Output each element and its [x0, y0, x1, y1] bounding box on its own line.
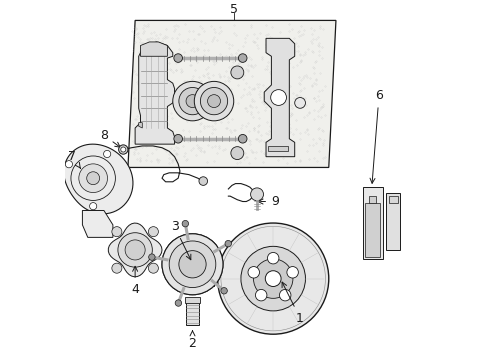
Bar [185, 300, 199, 325]
Polygon shape [82, 211, 113, 237]
Polygon shape [135, 42, 174, 144]
Circle shape [112, 227, 122, 237]
Circle shape [267, 252, 278, 264]
Circle shape [148, 263, 158, 273]
Circle shape [185, 95, 199, 108]
Circle shape [224, 240, 231, 247]
Circle shape [238, 54, 246, 62]
Polygon shape [64, 144, 133, 214]
Text: 9: 9 [258, 195, 278, 208]
Text: 4: 4 [131, 266, 139, 296]
Polygon shape [362, 187, 382, 259]
Circle shape [103, 150, 110, 158]
Circle shape [65, 161, 72, 168]
Circle shape [121, 147, 125, 152]
Polygon shape [386, 193, 400, 250]
Circle shape [148, 254, 155, 260]
Circle shape [230, 66, 244, 79]
Polygon shape [171, 243, 214, 286]
Circle shape [294, 98, 305, 108]
Circle shape [162, 234, 223, 295]
Circle shape [86, 172, 100, 185]
Circle shape [217, 223, 328, 334]
Circle shape [125, 240, 145, 260]
Circle shape [200, 87, 227, 115]
Polygon shape [267, 146, 287, 151]
Polygon shape [388, 196, 397, 203]
Circle shape [89, 203, 97, 210]
Circle shape [79, 164, 107, 193]
Text: 3: 3 [170, 220, 190, 260]
Polygon shape [140, 42, 167, 56]
Circle shape [148, 227, 158, 237]
Circle shape [174, 134, 182, 143]
Circle shape [250, 188, 263, 201]
Text: 1: 1 [282, 282, 304, 325]
Circle shape [175, 300, 181, 306]
Circle shape [179, 251, 206, 278]
Circle shape [255, 289, 266, 301]
Polygon shape [264, 39, 294, 157]
Circle shape [230, 147, 244, 159]
Polygon shape [184, 297, 200, 303]
Circle shape [194, 81, 233, 121]
Polygon shape [368, 196, 375, 203]
Text: 2: 2 [188, 331, 196, 350]
Circle shape [207, 95, 220, 108]
Circle shape [182, 220, 188, 227]
Circle shape [247, 266, 259, 278]
Text: 6: 6 [369, 89, 382, 183]
Circle shape [112, 263, 122, 273]
Circle shape [174, 54, 182, 62]
Circle shape [119, 145, 128, 154]
Polygon shape [139, 123, 142, 128]
Polygon shape [364, 203, 380, 257]
Circle shape [162, 234, 223, 295]
Circle shape [238, 134, 246, 143]
Circle shape [286, 266, 298, 278]
Text: 5: 5 [229, 3, 237, 16]
Text: 7: 7 [68, 150, 81, 168]
Circle shape [221, 288, 227, 294]
Circle shape [169, 241, 215, 288]
Circle shape [253, 259, 292, 298]
Circle shape [265, 271, 281, 287]
Circle shape [185, 258, 199, 271]
Polygon shape [108, 223, 162, 277]
Circle shape [179, 251, 206, 278]
Circle shape [169, 241, 215, 288]
Circle shape [199, 177, 207, 185]
Circle shape [172, 81, 212, 121]
Text: 8: 8 [100, 129, 120, 147]
Circle shape [241, 246, 305, 311]
Polygon shape [128, 21, 335, 167]
Circle shape [179, 87, 206, 115]
Circle shape [118, 233, 152, 267]
Circle shape [279, 289, 290, 301]
Circle shape [270, 90, 286, 105]
